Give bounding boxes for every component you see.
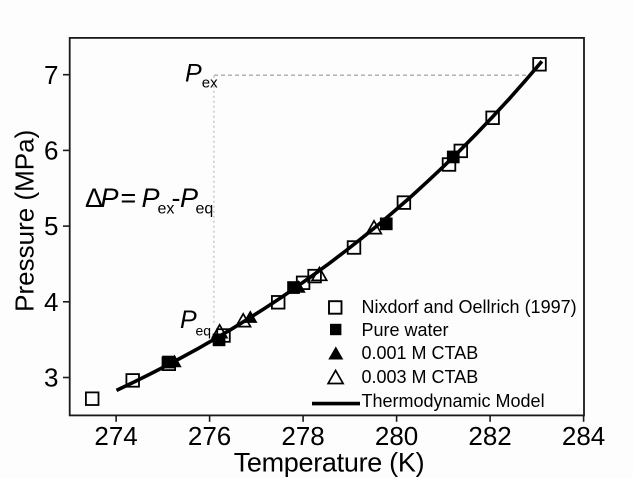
svg-text:280: 280: [375, 421, 418, 451]
svg-text:Pure water: Pure water: [362, 320, 449, 340]
svg-text:P: P: [180, 306, 197, 334]
svg-text:ex: ex: [158, 201, 175, 218]
svg-text:276: 276: [188, 421, 231, 451]
svg-text:=: =: [121, 183, 137, 213]
svg-text:282: 282: [468, 421, 511, 451]
svg-text:7: 7: [44, 60, 58, 90]
svg-text:P: P: [101, 183, 119, 213]
svg-text:Temperature (K): Temperature (K): [234, 448, 425, 478]
svg-text:0.001 M CTAB: 0.001 M CTAB: [362, 343, 479, 363]
svg-text:-: -: [172, 183, 181, 213]
svg-text:P: P: [185, 60, 202, 88]
svg-text:eq: eq: [196, 201, 214, 218]
svg-text:Δ: Δ: [85, 183, 103, 213]
svg-text:Thermodynamic Model: Thermodynamic Model: [362, 391, 545, 411]
svg-text:eq: eq: [196, 323, 212, 339]
svg-text:6: 6: [44, 136, 58, 166]
svg-text:ex: ex: [202, 75, 218, 92]
svg-text:P: P: [180, 183, 198, 213]
svg-text:274: 274: [94, 421, 137, 451]
svg-text:278: 278: [281, 421, 324, 451]
svg-text:284: 284: [562, 421, 605, 451]
svg-text:Nixdorf and Oellrich (1997): Nixdorf and Oellrich (1997): [362, 297, 577, 317]
svg-text:4: 4: [44, 287, 58, 317]
svg-text:Pressure (MPa): Pressure (MPa): [10, 130, 40, 312]
svg-text:P: P: [142, 183, 160, 213]
svg-text:0.003 M CTAB: 0.003 M CTAB: [362, 367, 479, 387]
svg-text:5: 5: [44, 211, 58, 241]
svg-text:3: 3: [44, 363, 58, 393]
